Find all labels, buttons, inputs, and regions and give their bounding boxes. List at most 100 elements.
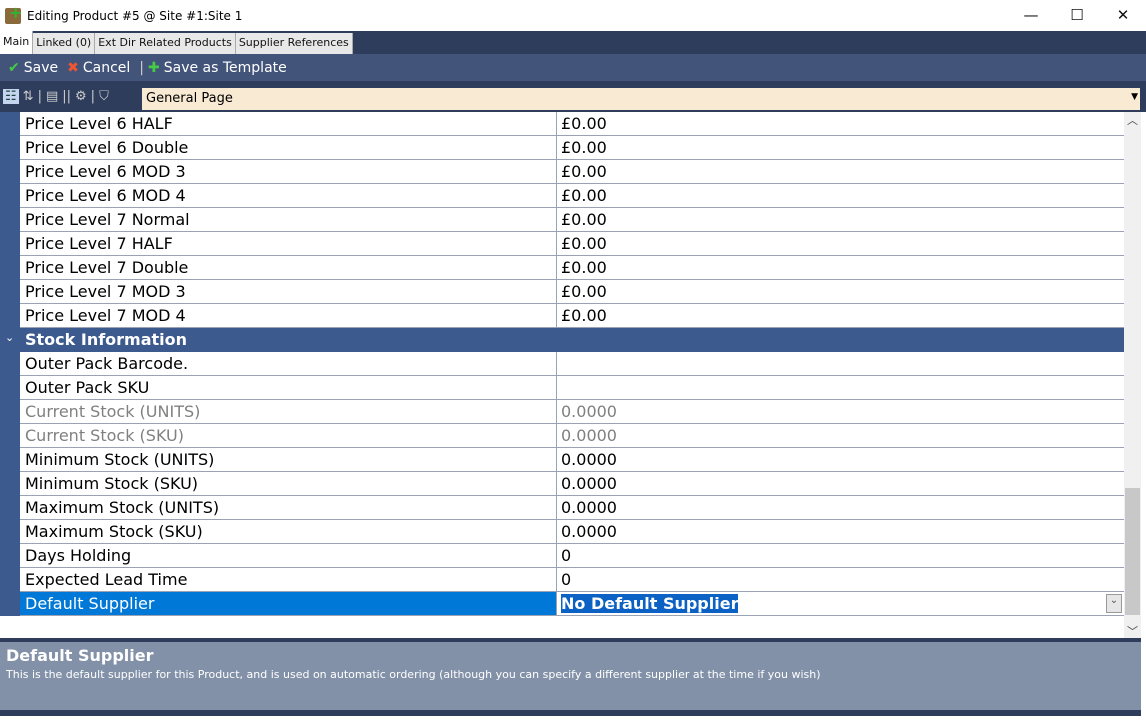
property-row[interactable]: Minimum Stock (UNITS) 0.0000 [20, 448, 1124, 472]
property-row[interactable]: Price Level 6 Double £0.00 [20, 136, 1124, 160]
property-row[interactable]: Price Level 6 HALF £0.00 [20, 112, 1124, 136]
property-pages-icon[interactable]: ▤ [45, 89, 59, 104]
description-text: This is the default supplier for this Pr… [6, 668, 821, 681]
property-value[interactable]: £0.00 [561, 162, 607, 181]
property-value[interactable]: £0.00 [561, 114, 607, 133]
property-value[interactable]: 0.0000 [561, 522, 617, 541]
property-row[interactable]: Price Level 7 Double £0.00 [20, 256, 1124, 280]
property-value[interactable]: £0.00 [561, 258, 607, 277]
shield-icon[interactable]: ⛉ [99, 89, 109, 104]
scroll-down-icon[interactable]: ﹀ [1127, 625, 1138, 638]
property-value[interactable]: 0 [561, 570, 572, 589]
window-title: Editing Product #5 @ Site #1:Site 1 [27, 8, 243, 23]
property-value[interactable]: 0.0000 [561, 498, 617, 517]
property-row[interactable]: Current Stock (SKU) 0.0000 [20, 424, 1124, 448]
property-value[interactable]: £0.00 [561, 138, 607, 157]
property-row[interactable]: Price Level 7 MOD 4 £0.00 [20, 304, 1124, 328]
separator: | [37, 89, 42, 104]
property-row[interactable]: Current Stock (UNITS) 0.0000 [20, 400, 1124, 424]
property-name: Expected Lead Time [20, 568, 557, 591]
property-value[interactable]: 0.0000 [561, 450, 617, 469]
grid-gutter [0, 112, 20, 616]
property-value[interactable]: £0.00 [561, 234, 607, 253]
save-label: Save [23, 59, 59, 76]
property-value: 0.0000 [561, 402, 617, 421]
property-value[interactable]: £0.00 [561, 210, 607, 229]
description-title: Default Supplier [6, 646, 154, 665]
save-template-label: Save as Template [163, 59, 287, 76]
property-value[interactable] [557, 352, 1124, 375]
page-selector-value: General Page [146, 91, 233, 106]
minimize-button[interactable]: — [1023, 6, 1039, 24]
category-label: Stock Information [25, 330, 188, 349]
property-value[interactable]: £0.00 [561, 306, 607, 325]
cancel-button[interactable]: ✖ Cancel [67, 60, 130, 76]
chevron-down-icon[interactable]: ⌄ [1106, 594, 1122, 613]
checkmark-icon: ✔ [8, 59, 20, 76]
category-stock-information[interactable]: ⌄ Stock Information [0, 328, 1124, 352]
property-name: Price Level 7 HALF [20, 232, 557, 255]
property-row[interactable]: Outer Pack Barcode. [20, 352, 1124, 376]
gear-icon[interactable]: ⚙ [75, 89, 87, 104]
close-button[interactable]: ✕ [1116, 6, 1130, 24]
cancel-label: Cancel [82, 59, 131, 76]
property-name: Price Level 7 MOD 3 [20, 280, 557, 303]
property-value: 0.0000 [561, 426, 617, 445]
tab-supplier-references[interactable]: Supplier References [235, 33, 353, 54]
property-row[interactable]: Minimum Stock (SKU) 0.0000 [20, 472, 1124, 496]
scroll-up-icon[interactable]: ︿ [1127, 114, 1138, 127]
tab-main[interactable]: Main [0, 31, 34, 54]
property-row[interactable]: Price Level 6 MOD 3 £0.00 [20, 160, 1124, 184]
property-name: Outer Pack Barcode. [20, 352, 557, 375]
property-value[interactable]: £0.00 [561, 186, 607, 205]
property-name: Maximum Stock (SKU) [20, 520, 557, 543]
property-value[interactable]: 0 [561, 546, 572, 565]
property-row[interactable]: Price Level 7 Normal £0.00 [20, 208, 1124, 232]
property-name: Minimum Stock (SKU) [20, 472, 557, 495]
property-toolbar: ☷ ⇅ | ▤ || ⚙ | ⛉ General Page ▼ [0, 81, 1146, 112]
property-row[interactable]: Days Holding 0 [20, 544, 1124, 568]
default-supplier-dropdown[interactable]: No Default Supplier ⌄ [557, 592, 1124, 615]
separator: | [139, 59, 144, 76]
property-row[interactable]: Outer Pack SKU [20, 376, 1124, 400]
property-row[interactable]: Expected Lead Time 0 [20, 568, 1124, 592]
scroll-thumb[interactable] [1125, 488, 1140, 615]
property-name: Default Supplier [20, 592, 557, 615]
property-name: Price Level 7 Double [20, 256, 557, 279]
vertical-scrollbar[interactable]: ︿ ﹀ [1124, 112, 1141, 640]
property-row[interactable]: Maximum Stock (UNITS) 0.0000 [20, 496, 1124, 520]
property-row[interactable]: Maximum Stock (SKU) 0.0000 [20, 520, 1124, 544]
chevron-down-icon[interactable]: ⌄ [5, 331, 15, 344]
separator: | [90, 89, 96, 104]
app-icon [5, 3, 22, 24]
property-name: Current Stock (SKU) [20, 424, 557, 447]
categorized-view-icon[interactable]: ☷ [3, 89, 19, 104]
property-name: Minimum Stock (UNITS) [20, 448, 557, 471]
save-as-template-button[interactable]: ✚ Save as Template [148, 60, 287, 76]
tab-ext-dir-related-products[interactable]: Ext Dir Related Products [95, 33, 236, 54]
property-name: Outer Pack SKU [20, 376, 557, 399]
property-value[interactable] [557, 376, 1124, 399]
maximize-button[interactable]: ☐ [1070, 6, 1084, 24]
property-name: Days Holding [20, 544, 557, 567]
tab-bar: Main Linked (0) Ext Dir Related Products… [0, 31, 1146, 54]
description-panel: Default Supplier This is the default sup… [0, 638, 1141, 716]
property-row[interactable]: Price Level 7 MOD 3 £0.00 [20, 280, 1124, 304]
property-name: Price Level 6 Double [20, 136, 557, 159]
property-name: Price Level 6 MOD 3 [20, 160, 557, 183]
tab-linked[interactable]: Linked (0) [33, 33, 96, 54]
property-row[interactable]: Price Level 7 HALF £0.00 [20, 232, 1124, 256]
property-row[interactable]: Price Level 6 MOD 4 £0.00 [20, 184, 1124, 208]
sort-alphabetical-icon[interactable]: ⇅ [22, 89, 34, 104]
dropdown-value: No Default Supplier [561, 594, 739, 613]
property-name: Price Level 6 HALF [20, 112, 557, 135]
property-name: Current Stock (UNITS) [20, 400, 557, 423]
property-name: Price Level 6 MOD 4 [20, 184, 557, 207]
page-selector[interactable]: General Page ▼ [142, 88, 1140, 110]
property-value[interactable]: 0.0000 [561, 474, 617, 493]
property-row-selected[interactable]: Default Supplier No Default Supplier ⌄ [20, 592, 1124, 616]
property-value[interactable]: £0.00 [561, 282, 607, 301]
toolbar: ✔ Save ✖ Cancel | ✚ Save as Template [0, 54, 1146, 81]
save-button[interactable]: ✔ Save [8, 60, 58, 76]
title-bar: Editing Product #5 @ Site #1:Site 1 — ☐ … [0, 0, 1146, 31]
